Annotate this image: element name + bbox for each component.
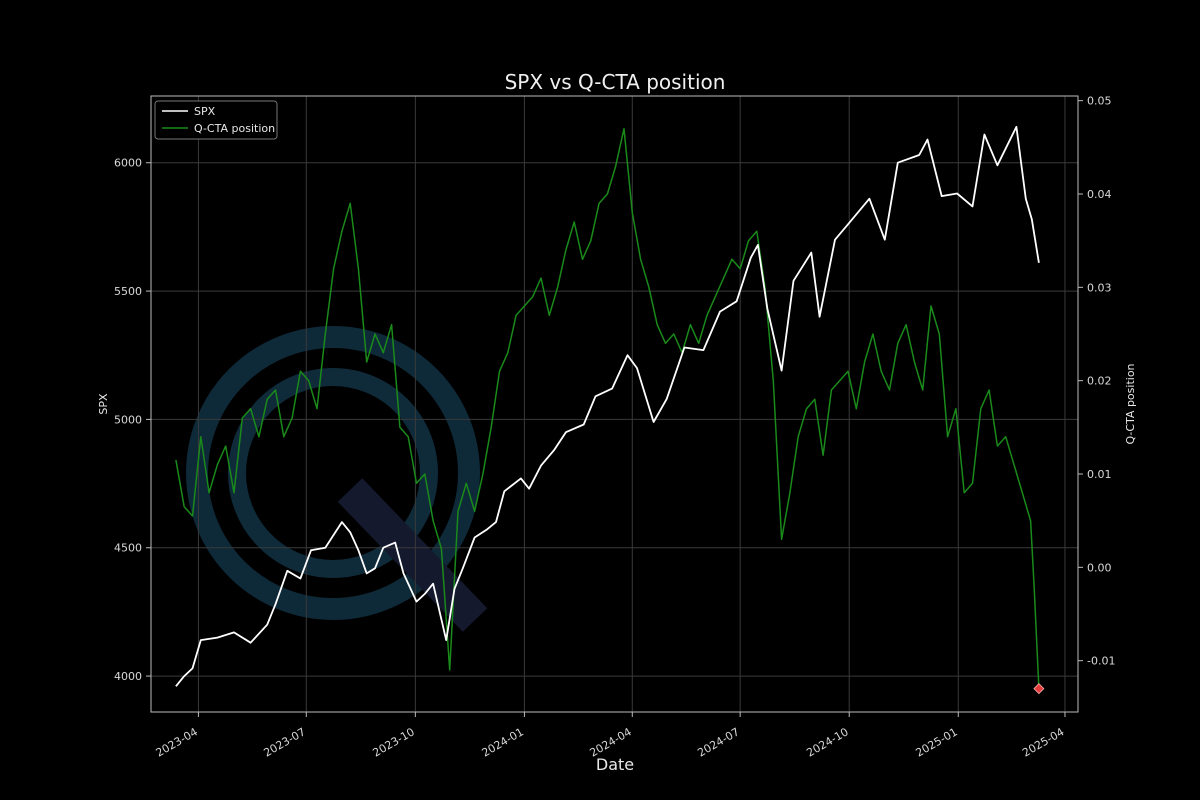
y-axis-right-label: Q-CTA position bbox=[1124, 363, 1137, 444]
legend-label-q-cta: Q-CTA position bbox=[194, 122, 275, 135]
x-axis-label: Date bbox=[596, 755, 634, 774]
y-right-tick-label: 0.05 bbox=[1087, 95, 1112, 108]
plot-frame bbox=[150, 95, 1079, 713]
y-right-tick-label: 0.01 bbox=[1087, 468, 1112, 481]
y-left-tick-label: 5000 bbox=[114, 413, 142, 426]
legend-label-spx: SPX bbox=[194, 105, 216, 118]
legend: SPX Q-CTA position bbox=[154, 100, 278, 140]
y-left-tick-label: 6000 bbox=[114, 157, 142, 170]
chart-title: SPX vs Q-CTA position bbox=[505, 70, 726, 94]
y-left-tick-label: 4000 bbox=[114, 670, 142, 683]
y-axis-left-label: SPX bbox=[97, 393, 110, 415]
y-axis-right: -0.01 0.00 0.01 0.02 0.03 0.04 0.05 bbox=[1078, 95, 1115, 668]
y-right-tick-label: 0.04 bbox=[1087, 188, 1112, 201]
y-right-tick-label: 0.03 bbox=[1087, 281, 1112, 294]
y-left-tick-label: 5500 bbox=[114, 285, 142, 298]
q-cta-position-line bbox=[175, 127, 1040, 689]
y-left-tick-label: 4500 bbox=[114, 542, 142, 555]
y-right-tick-label: 0.00 bbox=[1087, 561, 1112, 574]
spx-line bbox=[175, 125, 1040, 687]
y-right-tick-label: 0.02 bbox=[1087, 375, 1112, 388]
grid-lines bbox=[151, 96, 1078, 712]
plot-series bbox=[175, 125, 1045, 695]
y-right-tick-label: -0.01 bbox=[1087, 655, 1115, 668]
latest-value-marker bbox=[1033, 683, 1045, 695]
y-axis-left: 4000 4500 5000 5500 6000 bbox=[114, 157, 151, 683]
